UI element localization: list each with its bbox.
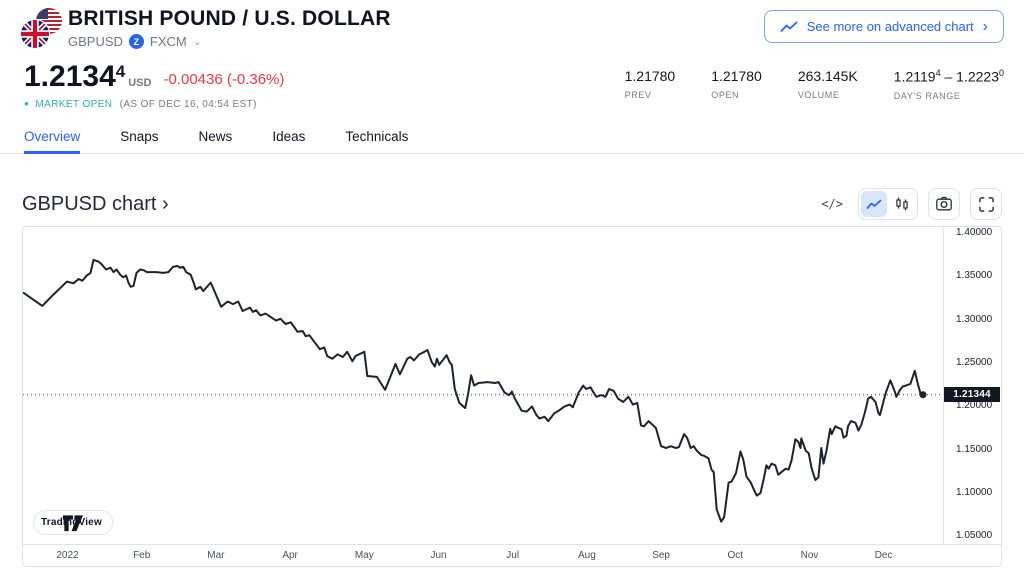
x-axis-label: Jul: [506, 550, 520, 561]
stat-volume: 263.145K VOLUME: [798, 68, 858, 101]
x-axis-label: May: [354, 550, 374, 561]
x-axis-label: 2022: [56, 550, 79, 561]
line-chart-icon: [866, 199, 882, 209]
advanced-chart-button[interactable]: See more on advanced chart ›: [763, 10, 1004, 43]
x-axis-label: Dec: [874, 550, 893, 561]
chart-toolbar: </>: [821, 188, 1002, 220]
chevron-down-icon[interactable]: ⌄: [192, 36, 202, 48]
candlestick-icon: [896, 197, 908, 211]
stat-volume-label: VOLUME: [797, 90, 840, 100]
title-block: BRITISH POUND / U.S. DOLLAR GBPUSD Z FXC…: [68, 7, 391, 49]
chart-header: GBPUSD chart › </>: [22, 184, 1002, 224]
price-chart-svg: [22, 258, 943, 523]
status-dot-icon: ●: [24, 99, 30, 108]
embed-code-icon[interactable]: </>: [821, 197, 843, 211]
chart-widget: TradingView 1.21344 1.40000 1.35000 1.3000…: [22, 226, 1002, 567]
gbpusd-flag-icon: [19, 8, 62, 50]
x-axis-label: Mar: [207, 550, 225, 561]
last-price-fraction: 4: [115, 62, 126, 81]
time-axis[interactable]: 2022 Feb Mar Apr May Jun Jul Aug Sep Oct Nov Dec: [23, 544, 1001, 566]
last-point-dot: [919, 391, 927, 399]
stat-prev: 1.21780 PREV: [625, 68, 676, 101]
candlestick-chart-type-button[interactable]: [889, 191, 915, 217]
stat-volume-value: 263.145K: [797, 68, 858, 84]
x-axis-label: Jun: [430, 550, 447, 561]
x-axis-label: Apr: [282, 550, 298, 561]
fxcm-logo-icon: Z: [128, 34, 144, 49]
chevron-right-icon: ›: [982, 17, 988, 35]
x-axis-label: Nov: [800, 550, 819, 561]
stat-open-value: 1.21780: [711, 68, 762, 84]
price-line-path: [22, 258, 924, 523]
y-axis-label: 1.40000: [956, 227, 993, 239]
tradingview-logo-icon: [62, 515, 84, 532]
y-axis-label: 1.20000: [956, 400, 993, 412]
fullscreen-icon: [978, 196, 994, 212]
stat-open-label: OPEN: [711, 90, 740, 100]
tab-snaps[interactable]: Snaps: [120, 122, 158, 154]
line-chart-type-button[interactable]: [861, 191, 887, 217]
symbol-subtitle: GBPUSD Z FXCM ⌄: [68, 34, 391, 49]
price-currency: USD: [128, 77, 152, 89]
stat-prev-label: PREV: [624, 90, 652, 100]
stat-days-range-value: 1.21194 – 1.22230: [893, 68, 1004, 85]
chart-title-link[interactable]: GBPUSD chart ›: [22, 192, 169, 215]
chart-section: GBPUSD chart › </>: [0, 184, 1024, 567]
key-stats: 1.21780 PREV 1.21780 OPEN 263.145K VOLUM…: [625, 68, 1004, 101]
last-price-badge: 1.21344: [944, 387, 1000, 403]
tab-technicals[interactable]: Technicals: [345, 122, 408, 154]
stat-days-range: 1.21194 – 1.22230 DAY'S RANGE: [894, 68, 1004, 101]
quote-row: 1.2134 4 USD -0.00436 (-0.36%) ● MARKET …: [0, 60, 1024, 116]
tab-bar: Overview Snaps News Ideas Technicals: [0, 122, 1024, 154]
x-axis-label: Feb: [133, 550, 151, 561]
snapshot-button[interactable]: [928, 188, 960, 220]
tab-overview[interactable]: Overview: [24, 122, 81, 154]
stat-open: 1.21780 OPEN: [711, 68, 762, 101]
x-axis-label: Sep: [652, 550, 670, 561]
price-axis[interactable]: 1.21344 1.40000 1.35000 1.30000 1.25000 1.20…: [944, 227, 1001, 545]
fullscreen-button[interactable]: [970, 188, 1002, 220]
tradingview-attribution[interactable]: TradingView: [33, 510, 113, 535]
price-line: 1.2134 4 USD -0.00436 (-0.36%): [24, 62, 284, 92]
advanced-chart-label: See more on advanced chart: [806, 19, 974, 34]
market-status-line: ● MARKET OPEN (AS OF DEC 16, 04:54 EST): [24, 99, 257, 110]
symbol-ticker: GBPUSD: [68, 34, 123, 49]
header: BRITISH POUND / U.S. DOLLAR GBPUSD Z FXC…: [0, 0, 1024, 60]
x-axis-label: Aug: [577, 550, 596, 561]
stat-prev-value: 1.21780: [624, 68, 676, 84]
price-change: -0.00436 (-0.36%): [163, 71, 285, 88]
tab-news[interactable]: News: [199, 122, 233, 154]
line-chart-icon: [780, 21, 798, 32]
chart-type-switch: [858, 188, 918, 220]
market-status: MARKET OPEN: [35, 99, 113, 110]
y-axis-label: 1.25000: [956, 357, 993, 369]
page-title: BRITISH POUND / U.S. DOLLAR: [68, 7, 391, 30]
exchange-name: FXCM: [149, 34, 187, 49]
x-axis-label: Oct: [727, 550, 744, 561]
last-price: 1.2134: [24, 60, 116, 93]
y-axis-label: 1.30000: [956, 313, 993, 325]
y-axis-label: 1.35000: [956, 270, 993, 282]
camera-icon: [936, 196, 952, 211]
as-of-timestamp: (AS OF DEC 16, 04:54 EST): [119, 99, 257, 110]
stat-days-range-label: DAY'S RANGE: [893, 90, 961, 101]
chart-plot[interactable]: TradingView: [22, 227, 944, 545]
tab-ideas[interactable]: Ideas: [272, 122, 305, 154]
tradingview-attribution-label: TradingView: [41, 517, 102, 528]
y-axis-label: 1.15000: [956, 443, 993, 455]
y-axis-label: 1.05000: [956, 530, 993, 542]
y-axis-label: 1.10000: [956, 487, 993, 498]
